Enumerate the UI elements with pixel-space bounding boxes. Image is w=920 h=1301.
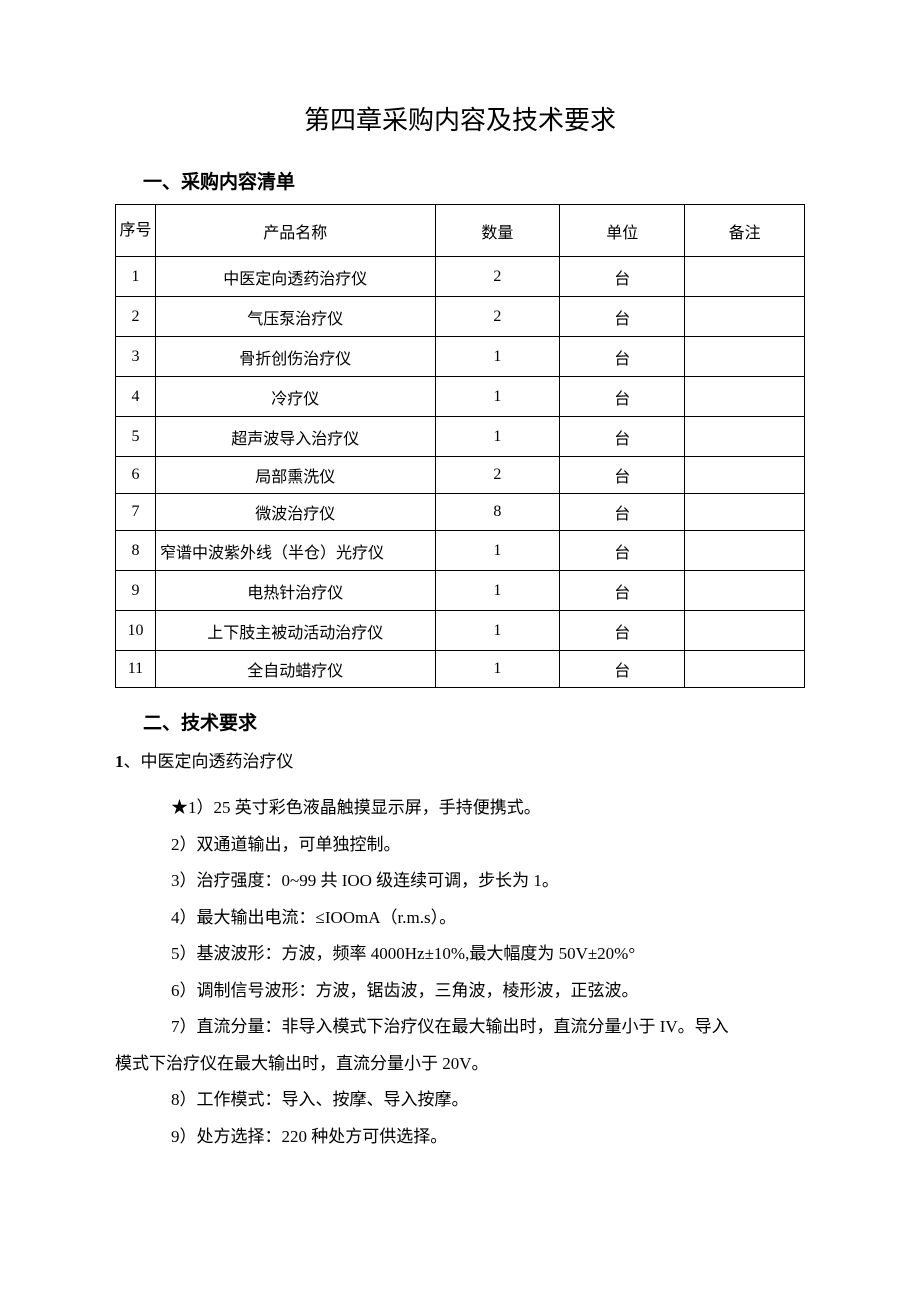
cell-name: 中医定向透药治疗仪 [155, 257, 435, 297]
cell-seq: 11 [116, 651, 156, 688]
table-header-row: 序号 产品名称 数量 单位 备注 [116, 205, 805, 257]
cell-seq: 6 [116, 457, 156, 494]
cell-unit: 台 [560, 297, 685, 337]
cell-name: 电热针治疗仪 [155, 571, 435, 611]
cell-unit: 台 [560, 571, 685, 611]
cell-note [685, 611, 805, 651]
spec-line: ★1）25 英寸彩色液晶触摸显示屏，手持便携式。 [115, 790, 805, 827]
cell-qty: 2 [435, 457, 560, 494]
spec-line: 3）治疗强度：0~99 共 IOO 级连续可调，步长为 1。 [115, 863, 805, 900]
item1-num: 1 [115, 752, 124, 771]
cell-name: 微波治疗仪 [155, 494, 435, 531]
table-row: 10 上下肢主被动活动治疗仪 1 台 [116, 611, 805, 651]
cell-unit: 台 [560, 257, 685, 297]
cell-note [685, 571, 805, 611]
table-row: 3 骨折创伤治疗仪 1 台 [116, 337, 805, 377]
cell-seq: 8 [116, 531, 156, 571]
cell-qty: 1 [435, 611, 560, 651]
cell-name: 气压泵治疗仪 [155, 297, 435, 337]
cell-qty: 1 [435, 417, 560, 457]
cell-unit: 台 [560, 611, 685, 651]
procurement-table: 序号 产品名称 数量 单位 备注 1 中医定向透药治疗仪 2 台 2 气压泵治疗… [115, 204, 805, 688]
cell-qty: 1 [435, 377, 560, 417]
cell-unit: 台 [560, 337, 685, 377]
table-row: 9 电热针治疗仪 1 台 [116, 571, 805, 611]
col-header-name: 产品名称 [155, 205, 435, 257]
cell-note [685, 457, 805, 494]
cell-name: 骨折创伤治疗仪 [155, 337, 435, 377]
cell-note [685, 337, 805, 377]
cell-seq: 3 [116, 337, 156, 377]
spec-line: 2）双通道输出，可单独控制。 [115, 827, 805, 864]
cell-note [685, 417, 805, 457]
spec-line: 9）处方选择：220 种处方可供选择。 [115, 1119, 805, 1156]
section2-title: 二、技术要求 [115, 708, 805, 735]
cell-note [685, 494, 805, 531]
table-body: 1 中医定向透药治疗仪 2 台 2 气压泵治疗仪 2 台 3 骨折创伤治疗仪 1… [116, 257, 805, 688]
cell-seq: 10 [116, 611, 156, 651]
table-row: 2 气压泵治疗仪 2 台 [116, 297, 805, 337]
cell-seq: 1 [116, 257, 156, 297]
item1-heading: 1、中医定向透药治疗仪 [115, 747, 805, 772]
cell-name: 上下肢主被动活动治疗仪 [155, 611, 435, 651]
col-header-note: 备注 [685, 205, 805, 257]
cell-unit: 台 [560, 651, 685, 688]
cell-seq: 7 [116, 494, 156, 531]
table-row: 8 窄谱中波紫外线（半仓）光疗仪 1 台 [116, 531, 805, 571]
table-row: 7 微波治疗仪 8 台 [116, 494, 805, 531]
cell-unit: 台 [560, 531, 685, 571]
spec-line: 4）最大输出电流：≤IOOmA（r.m.s）。 [115, 900, 805, 937]
cell-qty: 2 [435, 257, 560, 297]
table-row: 5 超声波导入治疗仪 1 台 [116, 417, 805, 457]
cell-note [685, 297, 805, 337]
cell-name: 全自动蜡疗仪 [155, 651, 435, 688]
cell-seq: 5 [116, 417, 156, 457]
cell-seq: 2 [116, 297, 156, 337]
cell-name: 超声波导入治疗仪 [155, 417, 435, 457]
chapter-title: 第四章采购内容及技术要求 [115, 100, 805, 137]
cell-unit: 台 [560, 494, 685, 531]
table-row: 1 中医定向透药治疗仪 2 台 [116, 257, 805, 297]
cell-note [685, 531, 805, 571]
cell-note [685, 257, 805, 297]
spec-line: 5）基波波形：方波，频率 4000Hz±10%,最大幅度为 50V±20%° [115, 936, 805, 973]
spec-line: 6）调制信号波形：方波，锯齿波，三角波，棱形波，正弦波。 [115, 973, 805, 1010]
cell-name: 窄谱中波紫外线（半仓）光疗仪 [155, 531, 435, 571]
table-row: 11 全自动蜡疗仪 1 台 [116, 651, 805, 688]
col-header-qty: 数量 [435, 205, 560, 257]
col-header-unit: 单位 [560, 205, 685, 257]
cell-qty: 1 [435, 571, 560, 611]
spec-line-7b: 模式下治疗仪在最大输出时，直流分量小于 20V。 [115, 1046, 805, 1083]
item1-text: 、中医定向透药治疗仪 [124, 752, 294, 771]
cell-unit: 台 [560, 457, 685, 494]
col-header-seq: 序号 [116, 205, 156, 257]
spec-line: 8）工作模式：导入、按摩、导入按摩。 [115, 1082, 805, 1119]
cell-qty: 1 [435, 337, 560, 377]
table-row: 4 冷疗仪 1 台 [116, 377, 805, 417]
cell-qty: 1 [435, 651, 560, 688]
cell-seq: 4 [116, 377, 156, 417]
cell-seq: 9 [116, 571, 156, 611]
cell-name: 局部熏洗仪 [155, 457, 435, 494]
cell-note [685, 651, 805, 688]
section1-title: 一、采购内容清单 [115, 167, 805, 194]
cell-unit: 台 [560, 377, 685, 417]
cell-unit: 台 [560, 417, 685, 457]
cell-qty: 2 [435, 297, 560, 337]
cell-qty: 1 [435, 531, 560, 571]
table-row: 6 局部熏洗仪 2 台 [116, 457, 805, 494]
cell-qty: 8 [435, 494, 560, 531]
cell-note [685, 377, 805, 417]
cell-name: 冷疗仪 [155, 377, 435, 417]
spec-line-7a: 7）直流分量：非导入模式下治疗仪在最大输出时，直流分量小于 IV。导入 [115, 1009, 805, 1046]
